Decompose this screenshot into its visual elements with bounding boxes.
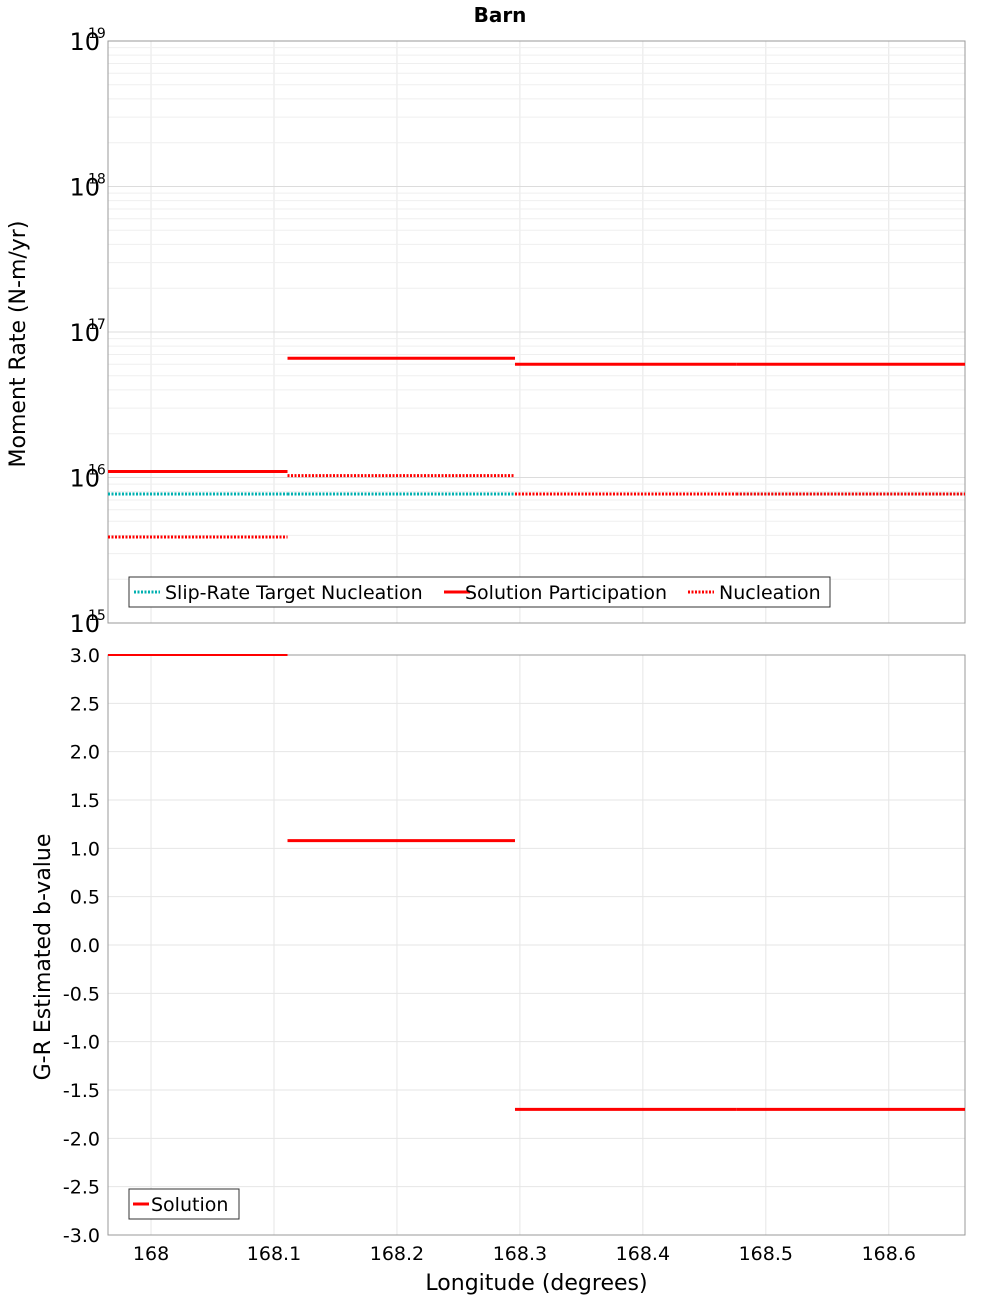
legend-label: Solution xyxy=(151,1194,228,1216)
y-axis-label: G-R Estimated b-value xyxy=(31,834,56,1081)
plot-frame xyxy=(107,654,966,1236)
y-tick-label-base: 10 xyxy=(69,610,100,638)
b-value-panel: -3.0 -2.5 -2.0 -1.5 -1.0 -0.5 0.0 0.5 1.0 1.5 2.0 2… xyxy=(31,645,966,1296)
y-tick-label-exponent: 15 xyxy=(88,608,106,624)
y-tick-label-exponent: 18 xyxy=(88,172,106,188)
y-tick-label-base: 10 xyxy=(69,465,100,493)
x-tick-label: 168.5 xyxy=(739,1243,793,1265)
y-tick-label: -0.5 xyxy=(63,983,100,1005)
chart-title: Barn xyxy=(474,3,527,27)
y-tick-label: 0.5 xyxy=(70,887,100,909)
legend-label: Solution Participation xyxy=(465,582,667,604)
x-tick-label: 168.4 xyxy=(616,1243,670,1265)
x-tick-label: 168 xyxy=(133,1243,169,1265)
y-tick-label-exponent: 19 xyxy=(88,26,106,42)
legend-label: Slip-Rate Target Nucleation xyxy=(165,582,423,604)
y-tick-label: 3.0 xyxy=(70,645,100,667)
x-tick-label: 168.1 xyxy=(247,1243,301,1265)
x-axis-label: Longitude (degrees) xyxy=(425,1271,647,1296)
plot-frame xyxy=(107,40,966,624)
y-tick-label-exponent: 17 xyxy=(88,317,106,333)
y-tick-label: -1.5 xyxy=(63,1080,100,1102)
x-tick-label: 168.6 xyxy=(862,1243,916,1265)
y-tick-label: -3.0 xyxy=(63,1225,100,1247)
y-tick-label: 1.0 xyxy=(70,838,100,860)
x-tick-label: 168.3 xyxy=(493,1243,547,1265)
y-tick-label-base: 10 xyxy=(69,28,100,56)
y-tick-label: -2.0 xyxy=(63,1128,100,1150)
legend-label: Nucleation xyxy=(719,582,821,604)
y-tick-label: 1.5 xyxy=(70,790,100,812)
y-tick-label-exponent: 16 xyxy=(88,463,106,479)
y-tick-label-base: 10 xyxy=(69,319,100,347)
y-tick-label: 2.5 xyxy=(70,693,100,715)
y-tick-label-base: 10 xyxy=(69,174,100,202)
y-tick-label: 0.0 xyxy=(70,935,100,957)
y-tick-label: -1.0 xyxy=(63,1032,100,1054)
y-axis-label: Moment Rate (N-m/yr) xyxy=(6,221,31,468)
x-tick-label: 168.2 xyxy=(370,1243,424,1265)
y-tick-label: -2.5 xyxy=(63,1177,100,1199)
y-tick-label: 2.0 xyxy=(70,742,100,764)
